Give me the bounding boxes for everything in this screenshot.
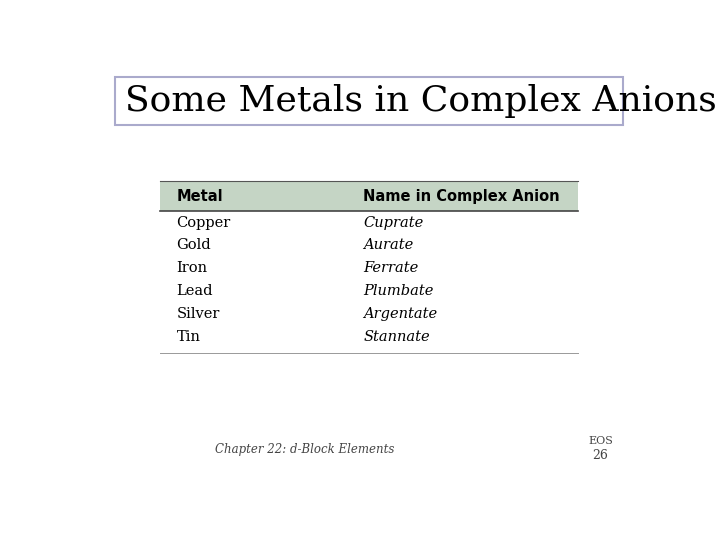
Text: Aurate: Aurate (364, 239, 414, 253)
Text: Ferrate: Ferrate (364, 261, 418, 275)
Text: Gold: Gold (176, 239, 211, 253)
Text: Chapter 22: d-Block Elements: Chapter 22: d-Block Elements (215, 443, 395, 456)
Text: Tin: Tin (176, 330, 200, 344)
Text: Iron: Iron (176, 261, 207, 275)
Text: Silver: Silver (176, 307, 220, 321)
Text: Argentate: Argentate (364, 307, 438, 321)
FancyBboxPatch shape (115, 77, 623, 125)
Text: Name in Complex Anion: Name in Complex Anion (364, 188, 560, 204)
Text: Metal: Metal (176, 188, 223, 204)
Text: Plumbate: Plumbate (364, 284, 433, 298)
Text: Cuprate: Cuprate (364, 215, 423, 230)
FancyBboxPatch shape (160, 181, 578, 211)
Text: 26: 26 (593, 449, 608, 462)
Text: Copper: Copper (176, 215, 230, 230)
Text: EOS: EOS (588, 436, 613, 446)
Text: Lead: Lead (176, 284, 213, 298)
Text: Stannate: Stannate (364, 330, 430, 344)
Text: Some Metals in Complex Anions: Some Metals in Complex Anions (125, 84, 717, 118)
